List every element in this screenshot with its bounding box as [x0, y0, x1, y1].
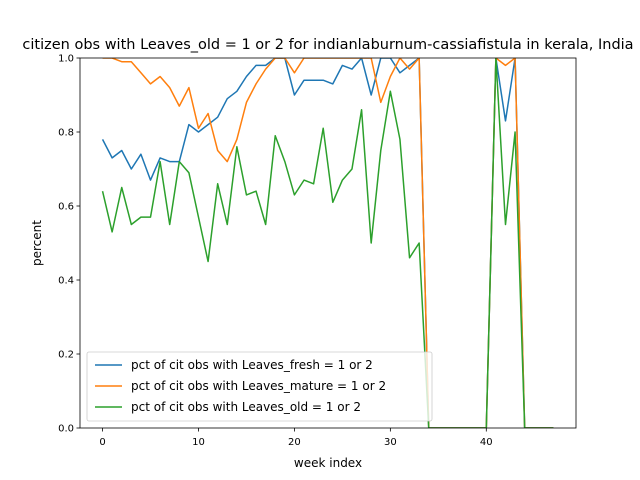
y-tick-label: 0.4	[58, 276, 74, 287]
x-tick-label: 40	[480, 437, 493, 448]
y-axis: 0.0 0.2 0.4 0.6 0.8 1.0	[58, 54, 80, 435]
y-axis-label: percent	[30, 220, 44, 266]
series-line-1	[101, 58, 554, 428]
y-tick-label: 0.2	[58, 350, 74, 361]
x-tick-label: 20	[288, 437, 301, 448]
y-tick-label: 0.6	[58, 202, 74, 213]
y-tick-label: 0.0	[58, 424, 74, 435]
series-line-3	[101, 58, 554, 428]
series-line-2	[102, 58, 554, 428]
x-tick-label: 10	[192, 437, 205, 448]
x-tick-label: 30	[384, 437, 397, 448]
legend-label-1: pct of cit obs with Leaves_fresh = 1 or …	[131, 358, 373, 372]
x-axis-label: week index	[294, 456, 362, 470]
plot-frame	[79, 57, 577, 429]
legend-label-2: pct of cit obs with Leaves_mature = 1 or…	[131, 379, 386, 393]
legend-box	[86, 351, 433, 422]
series-layer	[101, 58, 554, 428]
legend-label-3: pct of cit obs with Leaves_old = 1 or 2	[131, 400, 361, 414]
y-tick-label: 0.8	[58, 128, 74, 139]
x-tick-label: 0	[99, 437, 105, 448]
x-axis: 0 10 20 30 40	[99, 428, 493, 448]
y-tick-label: 1.0	[58, 54, 74, 65]
legend: pct of cit obs with Leaves_fresh = 1 or …	[86, 351, 433, 422]
chart-title: citizen obs with Leaves_old = 1 or 2 for…	[22, 37, 633, 53]
